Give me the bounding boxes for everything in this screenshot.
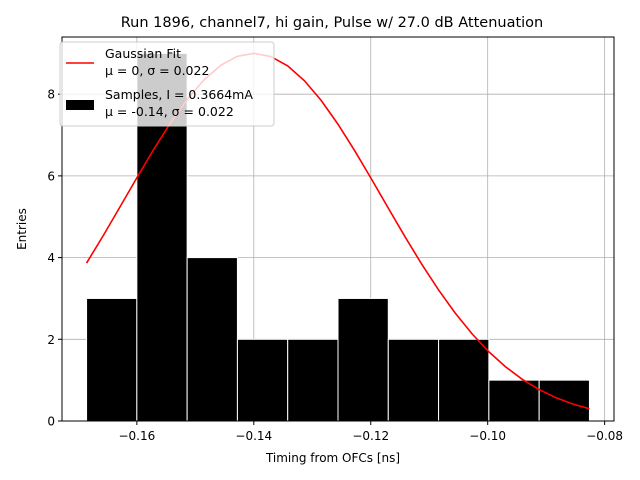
- x-tick-label: −0.10: [469, 429, 506, 443]
- y-tick-label: 2: [47, 333, 55, 347]
- chart-title: Run 1896, channel7, hi gain, Pulse w/ 27…: [121, 15, 544, 31]
- y-tick-label: 4: [47, 251, 55, 265]
- legend-samples-label: Samples, I = 0.3664mA: [105, 87, 253, 102]
- legend-fit-label-line2: μ = 0, σ = 0.022: [105, 63, 209, 78]
- legend-fit-label: Gaussian Fit: [105, 46, 181, 61]
- y-tick-label: 6: [47, 169, 55, 183]
- legend-samples-label-line2: μ = -0.14, σ = 0.022: [105, 104, 234, 119]
- x-tick-label: −0.14: [235, 429, 272, 443]
- x-tick-label: −0.12: [352, 429, 389, 443]
- legend: Gaussian Fit μ = 0, σ = 0.022 Samples, I…: [59, 41, 275, 127]
- legend-box: [59, 41, 275, 127]
- histogram-bar: [488, 379, 540, 422]
- x-axis-label: Timing from OFCs [ns]: [265, 451, 400, 465]
- y-tick-label: 0: [47, 415, 55, 429]
- y-axis-ticks: 0 2 4 6 8: [47, 88, 62, 429]
- x-tick-label: −0.16: [118, 429, 155, 443]
- histogram-bar: [337, 297, 389, 422]
- x-tick-label: −0.08: [586, 429, 623, 443]
- histogram-bar: [236, 338, 289, 422]
- y-axis-label: Entries: [15, 208, 29, 250]
- histogram-bar: [387, 338, 440, 422]
- histogram-bar: [186, 257, 238, 422]
- plot-frame: [61, 36, 615, 422]
- histogram-bar: [86, 297, 138, 422]
- legend-samples-swatch: [66, 100, 94, 110]
- histogram-bar: [438, 338, 490, 422]
- x-axis-ticks: −0.16 −0.14 −0.12 −0.10 −0.08: [118, 421, 623, 443]
- histogram-bar: [287, 338, 339, 422]
- y-tick-label: 8: [47, 88, 55, 102]
